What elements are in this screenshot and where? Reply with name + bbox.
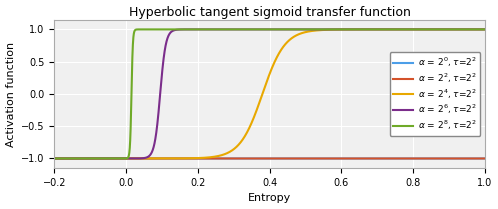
Legend: $\alpha$ = 2$^0$, $\tau$=2$^2$, $\alpha$ = 2$^2$, $\tau$=2$^2$, $\alpha$ = 2$^4$: $\alpha$ = 2$^0$, $\tau$=2$^2$, $\alpha$… xyxy=(389,52,480,136)
Y-axis label: Activation function: Activation function xyxy=(5,41,15,147)
Title: Hyperbolic tangent sigmoid transfer function: Hyperbolic tangent sigmoid transfer func… xyxy=(128,6,410,19)
X-axis label: Entropy: Entropy xyxy=(248,194,291,203)
